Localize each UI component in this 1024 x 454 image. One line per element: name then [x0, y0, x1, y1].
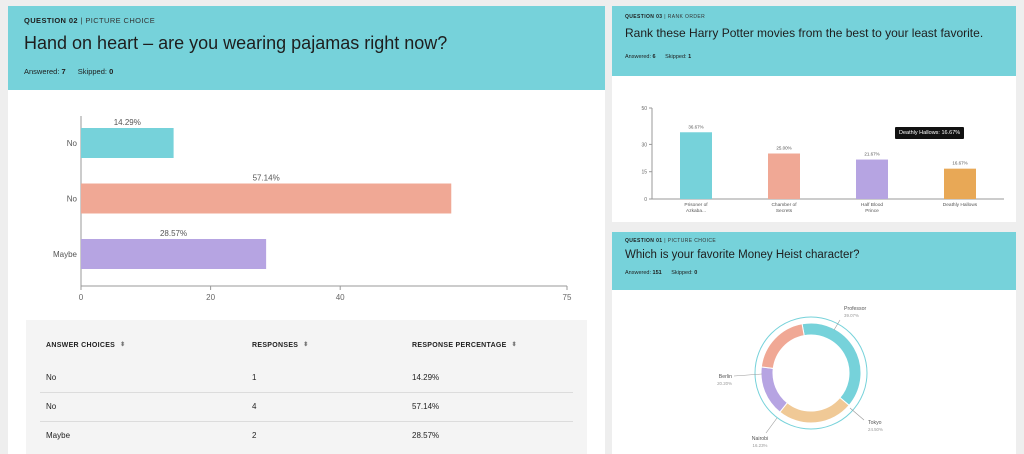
- cell-responses: 1: [252, 373, 257, 382]
- category-label: No: [67, 139, 78, 148]
- bar-value-label: 28.57%: [160, 229, 187, 238]
- y-tick-label: 30: [641, 142, 647, 148]
- question-title: Which is your favorite Money Heist chara…: [625, 249, 860, 261]
- category-label: Maybe: [53, 250, 78, 259]
- question-header: QUESTION 03 | RANK ORDER Rank these Harr…: [612, 6, 1016, 76]
- bar-value-label: 16.67%: [952, 161, 967, 166]
- x-tick-label: 40: [336, 293, 345, 302]
- slice-value-label: 39.07%: [844, 313, 859, 318]
- slice-value-label: 20.20%: [717, 381, 732, 386]
- cell-percentage: 14.29%: [412, 373, 440, 382]
- category-label: Prince: [865, 208, 879, 214]
- category-label: Secrets: [776, 208, 793, 214]
- bar-value-label: 36.67%: [688, 124, 703, 129]
- highlight-ring: [754, 316, 868, 430]
- bar: [81, 183, 452, 214]
- col-header-responses[interactable]: RESPONSES ⬍: [252, 342, 309, 349]
- category-label: Prisoner of: [684, 202, 708, 208]
- question-type: RANK ORDER: [667, 14, 706, 20]
- category-label: Chamber of: [771, 202, 797, 208]
- skipped-count: 0: [109, 67, 114, 76]
- y-tick-label: 0: [644, 197, 647, 203]
- slice-value-label: 16.23%: [753, 443, 768, 448]
- bar: [81, 239, 267, 269]
- cell-choice: Maybe: [46, 431, 71, 440]
- question-number: QUESTION 02: [24, 16, 78, 25]
- skipped-count: 1: [688, 54, 692, 60]
- question-number: QUESTION 03: [625, 14, 663, 20]
- question-label: QUESTION 03 | RANK ORDER: [625, 14, 706, 20]
- question-number: QUESTION 01: [625, 238, 663, 244]
- table-row: Maybe 2 28.57%: [26, 422, 587, 451]
- donut-slice: [760, 323, 805, 369]
- table-row: No 1 14.29%: [26, 364, 587, 393]
- category-label: No: [67, 195, 78, 204]
- category-label: Azkaba...: [686, 208, 706, 214]
- cell-percentage: 28.57%: [412, 431, 440, 440]
- question-type: PICTURE CHOICE: [667, 238, 717, 244]
- sort-icon[interactable]: ⬍: [511, 342, 517, 349]
- donut-slice: [779, 396, 850, 424]
- y-tick-label: 15: [641, 170, 647, 176]
- question-label: QUESTION 01 | PICTURE CHOICE: [625, 238, 717, 244]
- question-type: PICTURE CHOICE: [85, 16, 156, 25]
- cell-responses: 4: [252, 402, 257, 411]
- table-header: ANSWER CHOICES ⬍ RESPONSES ⬍ RESPONSE PERC…: [26, 342, 587, 354]
- x-tick-label: 20: [206, 293, 215, 302]
- cell-responses: 2: [252, 431, 257, 440]
- answered-count: 6: [652, 54, 656, 60]
- cell-choice: No: [46, 373, 57, 382]
- answered-count: 151: [652, 270, 662, 276]
- x-tick-label: 75: [563, 293, 572, 302]
- slice-label: Berlin: [719, 374, 732, 380]
- question-stats: Answered: 151 Skipped: 0: [625, 270, 698, 276]
- question-card-pajamas: QUESTION 02 | PICTURE CHOICE Hand on hea…: [8, 6, 605, 454]
- col-header-answer-choices[interactable]: ANSWER CHOICES ⬍: [46, 342, 126, 349]
- bar-value-label: 21.67%: [864, 152, 879, 157]
- bar: [856, 159, 888, 199]
- category-label: Half Blood: [861, 202, 883, 208]
- bar: [944, 168, 976, 199]
- sort-icon[interactable]: ⬍: [303, 342, 309, 349]
- slice-label: Nairobi: [752, 436, 768, 442]
- skipped-count: 0: [694, 270, 698, 276]
- question-header: QUESTION 01 | PICTURE CHOICE Which is yo…: [612, 232, 1016, 290]
- slice-label: Tokyo: [868, 420, 882, 426]
- bar: [81, 128, 174, 158]
- y-tick-label: 50: [641, 106, 647, 112]
- leader-line: [733, 373, 763, 377]
- cell-percentage: 57.14%: [412, 402, 440, 411]
- question-stats: Answered: 7 Skipped: 0: [24, 67, 114, 76]
- bar: [768, 153, 800, 199]
- question-stats: Answered: 6 Skipped: 1: [625, 54, 692, 60]
- chart-tooltip: Deathly Hallows: 16.67%: [895, 127, 965, 139]
- slice-label: Professor: [844, 306, 866, 312]
- slice-value-label: 24.50%: [868, 427, 883, 432]
- bar-value-label: 14.29%: [114, 118, 141, 127]
- leader-line: [849, 407, 865, 421]
- question-title: Hand on heart – are you wearing pajamas …: [24, 33, 448, 53]
- table-row: No 4 57.14%: [26, 393, 587, 422]
- pajamas-bar-chart: 0 20 40 75 14.29% No 57.14% No 28.57% Maybe: [53, 116, 572, 302]
- bar-value-label: 57.14%: [253, 174, 280, 183]
- question-title: Rank these Harry Potter movies from the …: [625, 26, 984, 40]
- col-header-response-percentage[interactable]: RESPONSE PERCENTAGE ⬍: [412, 342, 517, 349]
- sort-icon[interactable]: ⬍: [120, 342, 126, 349]
- question-label: QUESTION 02 | PICTURE CHOICE: [24, 16, 156, 25]
- question-card-money-heist: QUESTION 01 | PICTURE CHOICE Which is yo…: [612, 232, 1016, 454]
- question-header: QUESTION 02 | PICTURE CHOICE Hand on hea…: [8, 6, 605, 90]
- cell-choice: No: [46, 402, 57, 411]
- category-label: Deathly Hallows: [943, 202, 978, 208]
- bar-value-label: 25.00%: [776, 146, 791, 151]
- x-tick-label: 0: [79, 293, 84, 302]
- leader-line: [765, 417, 778, 434]
- answered-count: 7: [61, 67, 66, 76]
- bar: [680, 132, 712, 199]
- leader-line: [833, 319, 841, 331]
- question-card-harry-potter: QUESTION 03 | RANK ORDER Rank these Harr…: [612, 6, 1016, 222]
- answers-table: ANSWER CHOICES ⬍ RESPONSES ⬍ RESPONSE PERC…: [26, 320, 587, 454]
